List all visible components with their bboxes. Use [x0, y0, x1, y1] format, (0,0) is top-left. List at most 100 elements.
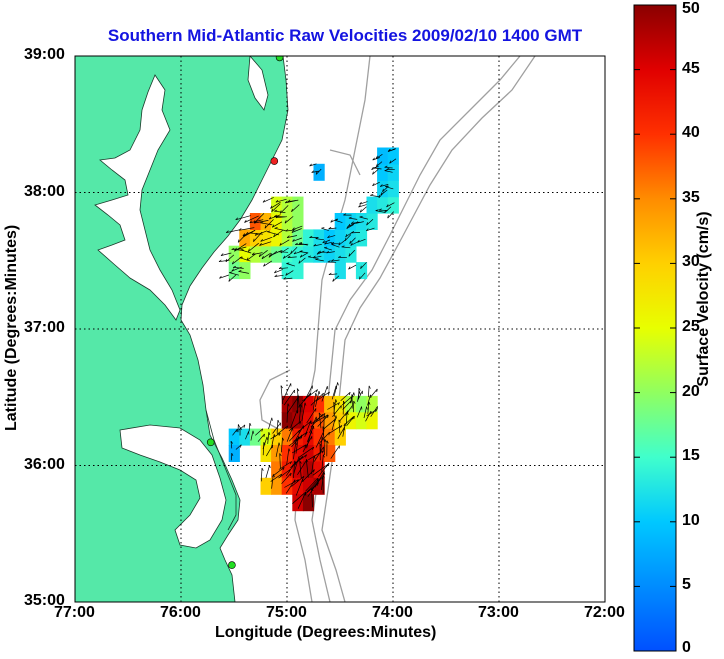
velocity-vector: [275, 442, 280, 457]
velocity-vector: [359, 272, 366, 280]
velocity-cell: [292, 461, 304, 479]
vector-arrowhead: [306, 459, 309, 462]
velocity-vector: [272, 221, 283, 228]
vector-arrowhead: [366, 406, 368, 410]
velocity-vector: [351, 221, 360, 224]
velocity-vector: [372, 181, 380, 187]
velocity-cell: [313, 245, 325, 263]
vector-arrowhead: [359, 201, 362, 205]
velocity-cell: [281, 395, 293, 413]
vector-arrowhead: [345, 234, 348, 238]
velocity-vector: [305, 459, 309, 478]
velocity-vector: [304, 420, 312, 437]
vector-arrowhead: [304, 444, 307, 448]
velocity-cell: [345, 395, 357, 413]
vector-arrowhead: [275, 215, 279, 219]
vector-arrowhead: [322, 392, 324, 397]
vector-arrowhead: [258, 253, 261, 257]
vector-arrowhead: [328, 226, 332, 230]
velocity-cell: [302, 229, 315, 247]
velocity-vector: [349, 237, 356, 245]
velocity-vector: [261, 252, 272, 260]
y-tick-label: 35:00: [24, 592, 65, 609]
vector-arrowhead: [338, 242, 341, 246]
velocity-vector: [331, 385, 337, 400]
velocity-vector: [267, 432, 270, 444]
velocity-vector: [275, 198, 287, 203]
velocity-vector: [238, 271, 249, 274]
vector-arrowhead: [368, 401, 371, 405]
vector-arrowhead: [321, 227, 325, 229]
velocity-vector: [273, 230, 283, 238]
velocity-vector: [285, 270, 294, 276]
velocity-cell: [281, 461, 293, 479]
x-tick-label: 74:00: [372, 604, 413, 621]
vector-arrowhead: [380, 192, 383, 196]
velocity-vector: [274, 274, 284, 277]
vector-arrowhead: [291, 229, 295, 233]
vector-arrowhead: [234, 248, 237, 252]
velocity-cell: [334, 229, 346, 247]
vector-arrowhead: [275, 199, 279, 203]
vector-arrowhead: [236, 429, 238, 433]
vector-arrowhead: [266, 436, 268, 440]
vector-arrowhead: [291, 208, 293, 212]
velocity-vector: [384, 206, 392, 214]
velocity-vector: [296, 388, 300, 408]
vector-arrowhead: [353, 400, 356, 404]
velocity-vector: [305, 477, 319, 492]
velocity-cell: [366, 196, 378, 214]
velocity-vector: [298, 420, 312, 432]
velocity-vector: [332, 405, 342, 418]
velocity-cell: [366, 395, 378, 413]
velocity-cell: [271, 196, 283, 214]
velocity-vector: [242, 230, 256, 237]
velocity-vector: [287, 199, 299, 203]
velocity-vector: [378, 191, 385, 199]
velocity-vector: [309, 416, 317, 433]
vector-arrowhead: [371, 166, 374, 170]
velocity-cell: [292, 262, 304, 280]
velocity-vector: [228, 274, 237, 282]
velocity-cell: [228, 262, 240, 280]
velocity-vector: [233, 267, 244, 269]
velocity-vector: [328, 273, 338, 276]
vector-arrowhead: [348, 253, 351, 257]
velocity-vector: [303, 385, 313, 402]
velocity-vector: [309, 163, 317, 167]
vector-arrowhead: [295, 442, 298, 446]
vector-arrowhead: [299, 421, 302, 425]
velocity-vector: [276, 425, 289, 435]
velocity-cell: [302, 245, 315, 263]
vector-arrowhead: [313, 455, 316, 459]
velocity-cell: [281, 245, 293, 263]
vector-arrowhead: [240, 248, 244, 251]
velocity-vector: [318, 412, 322, 429]
velocity-vector: [280, 437, 283, 453]
vector-arrowhead: [334, 418, 337, 422]
vector-arrowhead: [384, 169, 388, 171]
vector-arrowhead: [278, 442, 281, 446]
velocity-vector: [280, 385, 284, 405]
velocity-cell: [271, 245, 283, 263]
velocity-vector: [288, 421, 302, 432]
velocity-vector: [238, 227, 255, 231]
vector-arrowhead: [357, 239, 360, 243]
velocity-vector: [315, 168, 322, 175]
vector-arrowhead: [228, 278, 231, 282]
velocity-cell: [292, 412, 304, 430]
vector-arrowhead: [279, 210, 282, 214]
velocity-cell: [355, 213, 368, 230]
velocity-vector: [306, 479, 320, 493]
x-axis-label: Longitude (Degrees:Minutes): [215, 624, 437, 641]
vector-arrowhead: [322, 426, 325, 430]
velocity-cell: [271, 477, 283, 495]
velocity-vector: [373, 167, 382, 170]
vector-arrowhead: [379, 184, 383, 187]
vector-arrowhead: [283, 277, 287, 280]
velocity-vector: [365, 410, 372, 422]
vector-arrowhead: [344, 423, 347, 427]
velocity-vector: [300, 252, 308, 258]
velocity-cell: [260, 213, 272, 230]
velocity-vector: [302, 389, 318, 402]
